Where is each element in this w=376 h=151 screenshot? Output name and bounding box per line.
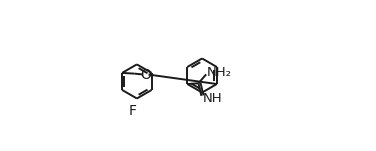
Text: F: F (129, 104, 136, 118)
Text: NH: NH (203, 92, 223, 105)
Text: NH₂: NH₂ (207, 66, 232, 79)
Text: O: O (140, 67, 151, 82)
